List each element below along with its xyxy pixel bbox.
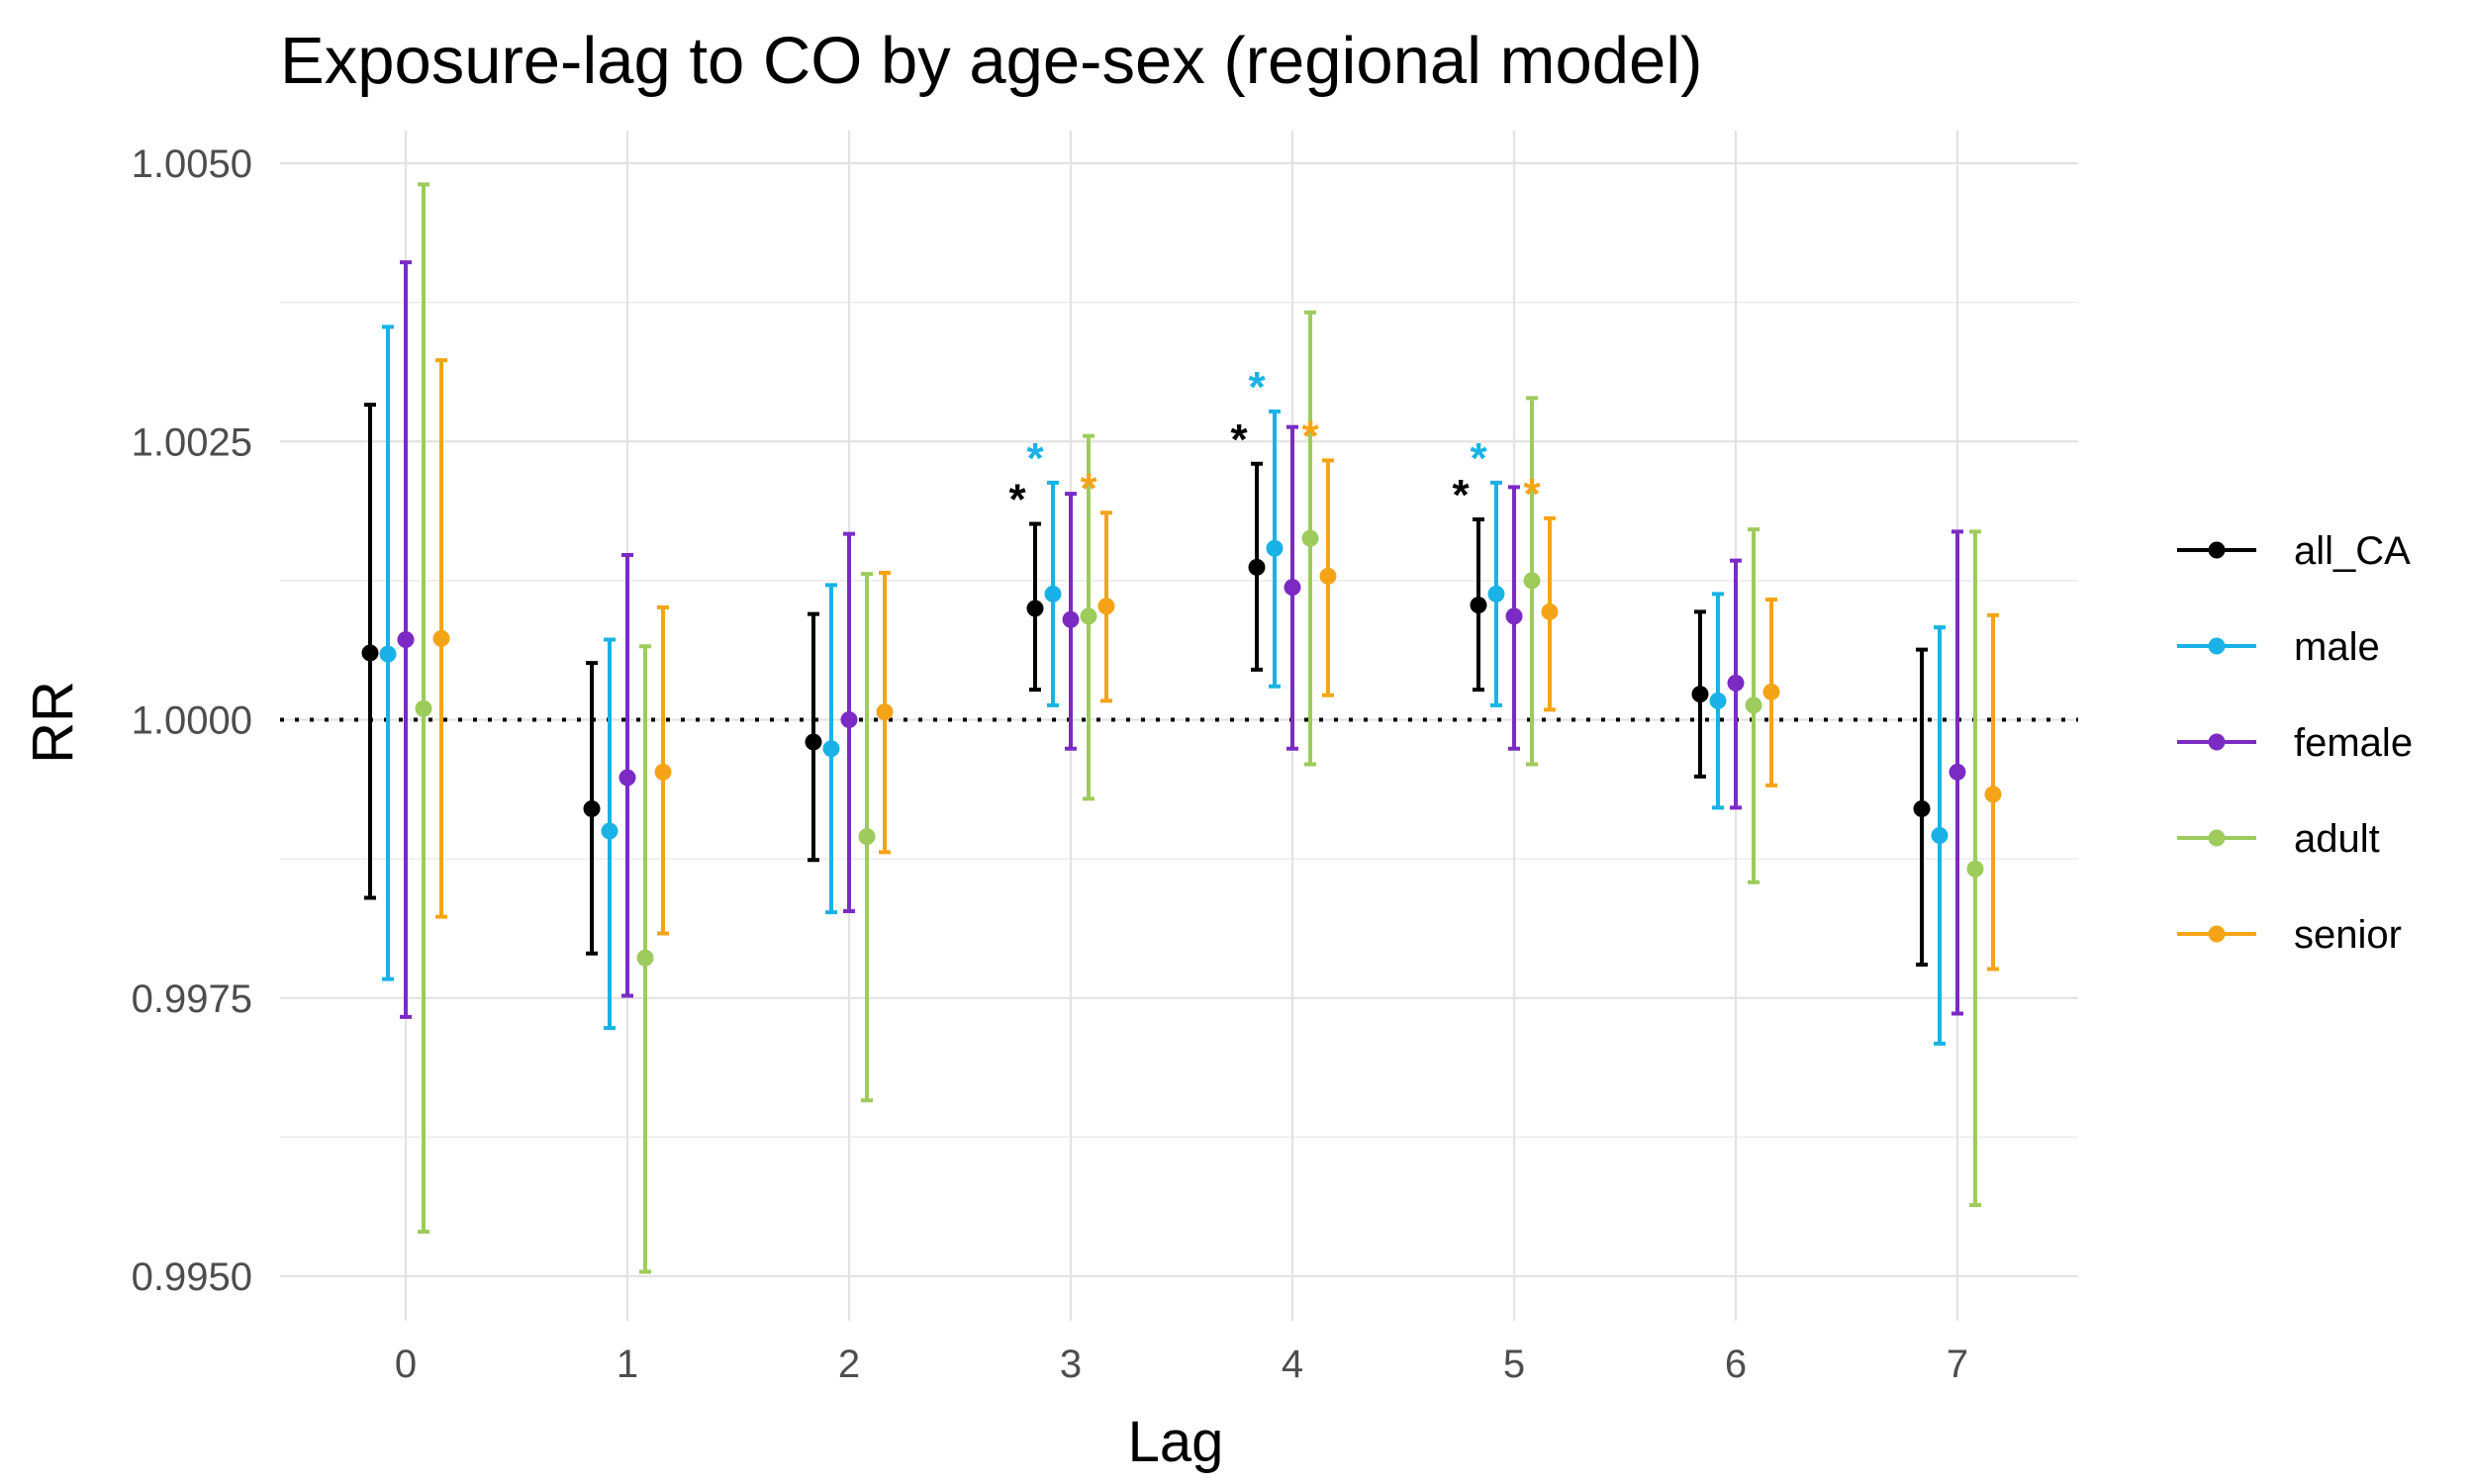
series-all_CA: *** bbox=[361, 403, 1931, 967]
x-tick-label: 6 bbox=[1725, 1343, 1747, 1386]
y-axis-title: RR bbox=[21, 681, 85, 764]
data-point bbox=[1026, 600, 1044, 617]
x-tick-label: 1 bbox=[617, 1343, 638, 1386]
data-point bbox=[1470, 597, 1487, 614]
data-point bbox=[1523, 572, 1541, 590]
significance-marker: * bbox=[1523, 470, 1541, 518]
y-tick-label: 0.9950 bbox=[132, 1255, 252, 1299]
y-tick-label: 1.0000 bbox=[132, 699, 252, 743]
data-point bbox=[1709, 692, 1727, 709]
data-point bbox=[1949, 763, 1966, 781]
x-tick-label: 5 bbox=[1503, 1343, 1525, 1386]
legend-label: male bbox=[2294, 625, 2380, 669]
data-point bbox=[397, 631, 415, 648]
data-marks: ********* bbox=[361, 182, 2002, 1274]
data-point bbox=[1727, 674, 1745, 692]
series-female bbox=[397, 260, 1966, 1019]
data-point bbox=[583, 800, 601, 817]
legend-item-male: male bbox=[2177, 625, 2380, 669]
significance-marker: * bbox=[1026, 434, 1044, 483]
x-tick-label: 3 bbox=[1060, 1343, 1082, 1386]
data-point bbox=[858, 828, 876, 846]
legend-item-adult: adult bbox=[2177, 817, 2380, 861]
data-point bbox=[1762, 683, 1780, 700]
data-point bbox=[1080, 607, 1097, 625]
legend-item-female: female bbox=[2177, 721, 2413, 765]
legend-item-all_CA: all_CA bbox=[2177, 529, 2411, 573]
legend-key-point bbox=[2208, 829, 2226, 847]
data-point bbox=[415, 699, 432, 717]
data-point bbox=[1505, 607, 1523, 625]
legend-key-point bbox=[2208, 541, 2226, 559]
x-axis-ticks: 0 1 2 3 4 5 6 7 bbox=[395, 1343, 1968, 1386]
data-point bbox=[618, 769, 636, 787]
series-adult bbox=[415, 182, 1984, 1274]
data-point bbox=[1931, 827, 1949, 844]
y-tick-label: 1.0025 bbox=[132, 420, 252, 464]
x-tick-label: 7 bbox=[1947, 1343, 1968, 1386]
legend-key-point bbox=[2208, 637, 2226, 655]
y-axis-ticks: 0.9950 0.9975 1.0000 1.0025 1.0050 bbox=[132, 142, 252, 1299]
data-point bbox=[379, 645, 397, 663]
data-point bbox=[1745, 696, 1762, 714]
data-point bbox=[822, 740, 840, 758]
data-point bbox=[1691, 686, 1709, 703]
significance-marker: * bbox=[1008, 476, 1026, 524]
data-point bbox=[1266, 539, 1284, 557]
data-point bbox=[1966, 860, 1984, 878]
x-tick-label: 0 bbox=[395, 1343, 417, 1386]
legend-label: all_CA bbox=[2294, 529, 2411, 573]
significance-marker: * bbox=[1230, 416, 1248, 464]
data-point bbox=[1984, 786, 2002, 803]
series-male: *** bbox=[379, 325, 1949, 1046]
significance-marker: * bbox=[1080, 464, 1097, 512]
legend-label: adult bbox=[2294, 817, 2380, 861]
legend-key-point bbox=[2208, 733, 2226, 751]
x-axis-title: Lag bbox=[1128, 1410, 1224, 1474]
data-point bbox=[1044, 585, 1062, 603]
data-point bbox=[1097, 598, 1115, 615]
significance-marker: * bbox=[1452, 471, 1470, 519]
data-point bbox=[1248, 558, 1266, 576]
significance-marker: * bbox=[1248, 363, 1266, 412]
legend-label: senior bbox=[2294, 913, 2402, 957]
legend-key-point bbox=[2208, 925, 2226, 943]
data-point bbox=[1541, 603, 1559, 620]
x-tick-label: 4 bbox=[1282, 1343, 1303, 1386]
data-point bbox=[805, 733, 822, 751]
data-point bbox=[1913, 800, 1931, 817]
data-point bbox=[876, 703, 894, 721]
data-point bbox=[1284, 579, 1301, 597]
data-point bbox=[840, 711, 858, 728]
y-tick-label: 1.0050 bbox=[132, 142, 252, 186]
data-point bbox=[654, 763, 672, 781]
data-point bbox=[636, 949, 654, 967]
legend-label: female bbox=[2294, 721, 2413, 765]
significance-marker: * bbox=[1470, 434, 1487, 483]
data-point bbox=[1301, 529, 1319, 547]
significance-marker: * bbox=[1301, 412, 1319, 460]
series-senior: *** bbox=[432, 358, 2002, 972]
data-point bbox=[361, 644, 379, 662]
data-point bbox=[1319, 567, 1337, 585]
chart-title: Exposure-lag to CO by age-sex (regional … bbox=[280, 24, 1702, 98]
y-tick-label: 0.9975 bbox=[132, 977, 252, 1021]
data-point bbox=[1487, 585, 1505, 603]
data-point bbox=[1062, 610, 1080, 628]
x-tick-label: 2 bbox=[838, 1343, 860, 1386]
data-point bbox=[601, 822, 618, 840]
legend-item-senior: senior bbox=[2177, 913, 2402, 957]
data-point bbox=[432, 629, 450, 647]
